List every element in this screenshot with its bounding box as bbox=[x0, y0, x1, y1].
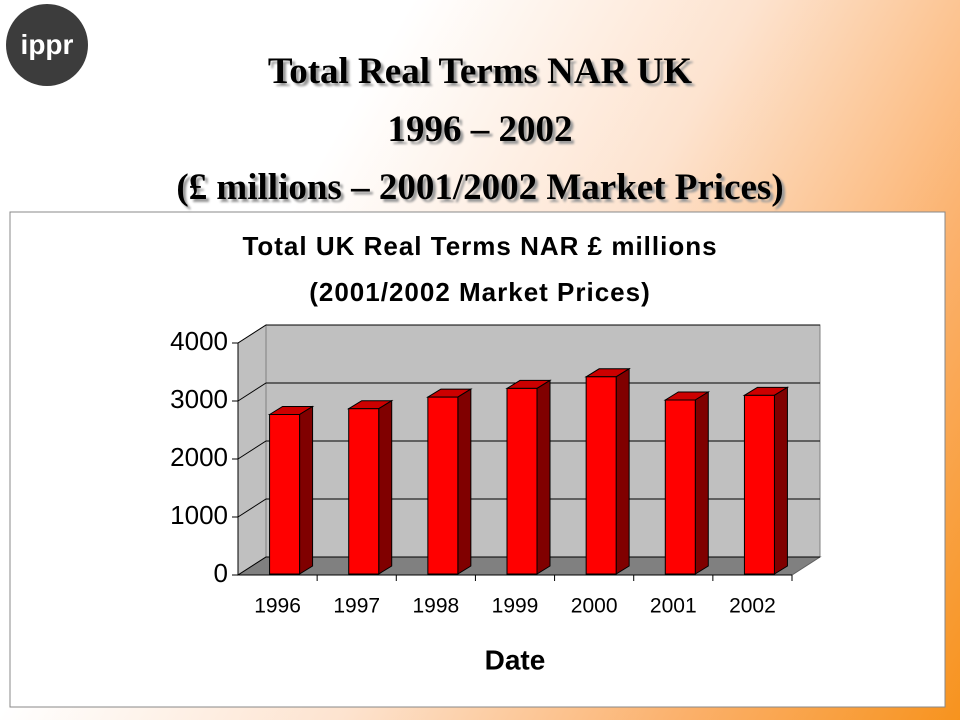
chart-title: (2001/2002 Market Prices) bbox=[309, 277, 651, 307]
slide-title: Total Real Terms NAR UK bbox=[267, 51, 693, 92]
grid-line bbox=[237, 382, 820, 402]
x-tick-label: 2001 bbox=[650, 595, 697, 618]
bar bbox=[743, 394, 775, 575]
y-tick-label: 4000 bbox=[170, 326, 228, 356]
slide-title: 1996 – 2002 bbox=[387, 109, 573, 150]
grid-line bbox=[237, 556, 820, 576]
bar bbox=[427, 396, 459, 575]
grid-line bbox=[237, 498, 820, 518]
y-tick-label: 1000 bbox=[170, 500, 228, 530]
bar-side bbox=[773, 386, 788, 575]
x-tick-label: 1997 bbox=[333, 595, 380, 618]
x-tick-label: 1999 bbox=[492, 595, 539, 618]
y-tick-label: 2000 bbox=[170, 442, 228, 472]
grid-line bbox=[237, 440, 820, 460]
bar bbox=[506, 387, 538, 575]
x-axis-label: Date bbox=[485, 644, 546, 675]
y-tick-label: 0 bbox=[214, 558, 228, 588]
grid-line bbox=[237, 324, 820, 344]
bar-side bbox=[615, 367, 630, 575]
y-tick-label: 3000 bbox=[170, 384, 228, 414]
bar bbox=[585, 376, 617, 575]
bar-side bbox=[536, 379, 551, 575]
bar-side bbox=[378, 399, 393, 575]
bar bbox=[664, 399, 696, 575]
bar bbox=[348, 408, 380, 575]
slide-title: (£ millions – 2001/2002 Market Prices) bbox=[176, 167, 784, 208]
chart-title: Total UK Real Terms NAR £ millions bbox=[242, 231, 717, 261]
logo: ippr bbox=[6, 4, 88, 86]
x-tick-label: 2000 bbox=[571, 595, 618, 618]
x-tick-label: 1998 bbox=[412, 595, 459, 618]
bar-side bbox=[299, 405, 314, 575]
bar bbox=[269, 414, 301, 575]
x-tick-label: 2002 bbox=[729, 595, 776, 618]
bar-side bbox=[694, 391, 709, 575]
bar-side bbox=[457, 388, 472, 575]
x-tick-label: 1996 bbox=[254, 595, 301, 618]
